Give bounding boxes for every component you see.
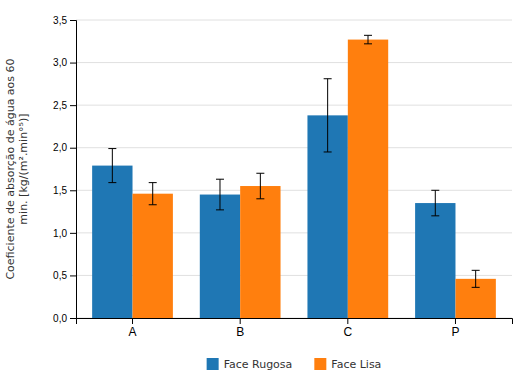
- legend-label: Face Lisa: [331, 358, 381, 371]
- tick-label: 0,5: [53, 270, 67, 281]
- legend-swatch: [207, 358, 219, 370]
- tick-label: B: [236, 325, 244, 339]
- grid-line: [76, 62, 512, 63]
- error-bar: [108, 149, 116, 183]
- tick-mark: [70, 105, 76, 106]
- bar: [415, 203, 455, 318]
- marks: [92, 35, 496, 318]
- tick: 1,0: [53, 228, 76, 239]
- tick: 0,0: [53, 313, 76, 324]
- grid-line: [76, 147, 512, 148]
- legend-item: Face Rugosa: [207, 358, 293, 371]
- tick-mark: [70, 148, 76, 149]
- bar: [133, 194, 173, 318]
- tick-label: 0,0: [53, 313, 67, 324]
- tick-label: 2,5: [53, 100, 67, 111]
- chart: 0,0 0,5 1,0 1,5 2,0 2,5 3,0 3,5 A B C P Coeficiente …: [0, 0, 528, 384]
- error-bar: [256, 173, 264, 199]
- legend-label: Face Rugosa: [224, 358, 293, 371]
- tick-mark: [455, 318, 456, 324]
- tick: 0,5: [53, 270, 76, 281]
- grid: [76, 20, 512, 318]
- tick: C: [343, 318, 352, 339]
- plot: 0,0 0,5 1,0 1,5 2,0 2,5 3,0 3,5 A B C P Coeficiente …: [4, 15, 513, 339]
- legend-item: Face Lisa: [314, 358, 381, 371]
- tick-label: 2,0: [53, 142, 67, 153]
- bar: [240, 186, 280, 318]
- error-bar: [324, 79, 332, 152]
- tick-mark: [70, 20, 76, 21]
- axis-line: [77, 319, 513, 325]
- tick: 2,0: [53, 142, 76, 153]
- tick: 1,5: [53, 185, 76, 196]
- grid-line: [76, 190, 512, 191]
- bar: [92, 166, 132, 318]
- tick: 2,5: [53, 100, 76, 111]
- tick-label: A: [129, 325, 137, 339]
- tick-label: 1,5: [53, 185, 67, 196]
- bar: [348, 40, 388, 318]
- x-axis: ABCP: [77, 318, 513, 339]
- tick-mark: [70, 190, 76, 191]
- error-bars: [149, 35, 480, 287]
- error-bar: [149, 183, 157, 205]
- series: [92, 79, 455, 318]
- tick-mark: [240, 318, 241, 324]
- tick-mark: [70, 318, 76, 319]
- tick-label: C: [343, 325, 352, 339]
- error-bar: [364, 35, 372, 44]
- tick-mark: [70, 275, 76, 276]
- tick-mark: [347, 318, 348, 324]
- grid-line: [76, 20, 512, 21]
- tick-mark: [70, 233, 76, 234]
- tick-label: 3,0: [53, 57, 67, 68]
- error-bar: [472, 270, 480, 287]
- tick-label: 3,5: [53, 15, 67, 26]
- tick-label: P: [451, 325, 459, 339]
- legend: Face Rugosa Face Lisa: [207, 358, 382, 371]
- error-bar: [431, 190, 439, 216]
- tick-mark: [70, 63, 76, 64]
- grid-line: [76, 105, 512, 106]
- tick-label: 1,0: [53, 228, 67, 239]
- tick: B: [236, 318, 244, 339]
- legend-swatch: [314, 358, 326, 370]
- tick-mark: [132, 318, 133, 324]
- y-axis-title: Coeficiente de absorção de água aos 60mi…: [4, 58, 30, 279]
- tick: 3,5: [53, 15, 76, 26]
- axis-line: [70, 21, 77, 319]
- y-axis: 0,0 0,5 1,0 1,5 2,0 2,5 3,0 3,5: [53, 15, 76, 324]
- series: [133, 35, 496, 318]
- tick: 3,0: [53, 57, 76, 68]
- tick: P: [451, 318, 459, 339]
- error-bar: [216, 179, 224, 210]
- tick: A: [129, 318, 137, 339]
- bar: [200, 195, 240, 318]
